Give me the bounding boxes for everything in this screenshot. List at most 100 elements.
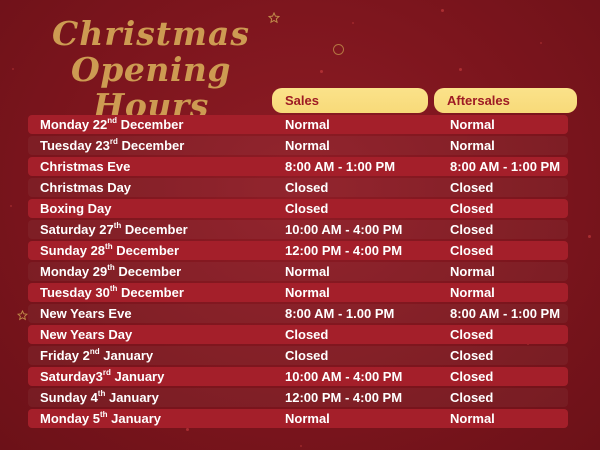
row-sales-hours: Closed bbox=[285, 180, 329, 195]
row-date-text: Monday 5 bbox=[40, 411, 100, 426]
row-sales-hours: Normal bbox=[285, 285, 330, 300]
row-sales-hours: 8:00 AM - 1:00 PM bbox=[285, 159, 396, 174]
row-date-month: January bbox=[110, 369, 165, 384]
row-aftersales-hours: Normal bbox=[450, 138, 495, 153]
row-date: Saturday3rd January bbox=[40, 367, 285, 386]
row-date-text: Monday 29 bbox=[40, 264, 108, 279]
row-date: Boxing Day bbox=[40, 199, 285, 218]
row-aftersales-hours: Closed bbox=[450, 222, 494, 237]
sparkle-dot bbox=[588, 235, 591, 238]
row-aftersales-hours: Normal bbox=[450, 411, 495, 426]
row-date: Monday 5th January bbox=[40, 409, 285, 428]
sparkle-dot bbox=[10, 205, 12, 207]
row-date-text: New Years Eve bbox=[40, 306, 132, 321]
row-date-ordinal: th bbox=[105, 241, 113, 251]
row-sales-hours: Closed bbox=[285, 201, 329, 216]
row-sales-hours: 10:00 AM - 4:00 PM bbox=[285, 222, 403, 237]
row-date: Sunday 28th December bbox=[40, 241, 285, 260]
row-date-month: December bbox=[116, 117, 184, 132]
row-aftersales-hours: 8:00 AM - 1:00 PM bbox=[450, 159, 561, 174]
row-aftersales-hours: Closed bbox=[450, 180, 494, 195]
row-aftersales-hours: Closed bbox=[450, 243, 494, 258]
table-row: Christmas Day Closed Closed bbox=[28, 178, 568, 197]
row-date-month: December bbox=[114, 264, 182, 279]
row-date: Friday 2nd January bbox=[40, 346, 285, 365]
row-date-month: January bbox=[105, 390, 159, 405]
row-date-month: December bbox=[117, 138, 185, 153]
row-date-month: January bbox=[107, 411, 162, 426]
row-aftersales-hours: Normal bbox=[450, 285, 495, 300]
page-title: Christmas Opening Hours bbox=[26, 16, 276, 124]
table-row: Sunday 28th December 12:00 PM - 4:00 PM … bbox=[28, 241, 568, 260]
row-sales-hours: 12:00 PM - 4:00 PM bbox=[285, 390, 403, 405]
row-date: Christmas Day bbox=[40, 178, 285, 197]
row-sales-hours: Closed bbox=[285, 327, 329, 342]
table-row: New Years Day Closed Closed bbox=[28, 325, 568, 344]
row-sales-hours: Normal bbox=[285, 117, 330, 132]
sparkle-dot bbox=[540, 42, 542, 44]
column-header-sales-label: Sales bbox=[285, 93, 319, 108]
row-date: Christmas Eve bbox=[40, 157, 285, 176]
row-sales-hours: 12:00 PM - 4:00 PM bbox=[285, 243, 403, 258]
page-title-line1: Christmas bbox=[52, 14, 250, 53]
row-date: Tuesday 30th December bbox=[40, 283, 285, 302]
row-sales-hours: Normal bbox=[285, 138, 330, 153]
row-date-text: Christmas Day bbox=[40, 180, 132, 195]
row-date-month: December bbox=[121, 222, 188, 237]
column-header-aftersales-label: Aftersales bbox=[447, 93, 510, 108]
row-sales-hours: 8:00 AM - 1.00 PM bbox=[285, 306, 395, 321]
row-date: New Years Day bbox=[40, 325, 285, 344]
row-aftersales-hours: Closed bbox=[450, 390, 494, 405]
row-sales-hours: Normal bbox=[285, 411, 330, 426]
row-date: Tuesday 23rd December bbox=[40, 136, 285, 155]
row-aftersales-hours: Closed bbox=[450, 327, 494, 342]
table-row: Friday 2nd January Closed Closed bbox=[28, 346, 568, 365]
table-row: Saturday3rd January 10:00 AM - 4:00 PM C… bbox=[28, 367, 568, 386]
sparkle-dot bbox=[441, 9, 444, 12]
row-date-text: New Years Day bbox=[40, 327, 133, 342]
row-date-ordinal: th bbox=[97, 388, 106, 398]
row-aftersales-hours: Normal bbox=[450, 264, 495, 279]
row-sales-hours: Closed bbox=[285, 348, 329, 363]
row-date-text: Saturday 27 bbox=[40, 222, 114, 237]
column-header-sales: Sales bbox=[272, 88, 428, 113]
star-icon bbox=[17, 310, 28, 321]
opening-hours-rows: Monday 22nd December Normal Normal Tuesd… bbox=[28, 115, 568, 430]
row-date-text: Boxing Day bbox=[40, 201, 112, 216]
row-date-text: Tuesday 30 bbox=[40, 285, 110, 300]
row-date-ordinal: th bbox=[109, 283, 118, 293]
row-date-text: Friday 2 bbox=[40, 348, 90, 363]
row-date: Sunday 4th January bbox=[40, 388, 285, 407]
row-date-ordinal: th bbox=[113, 220, 122, 230]
row-date-text: Monday 22 bbox=[40, 117, 108, 132]
row-date-ordinal: nd bbox=[107, 115, 117, 125]
row-date-month: December bbox=[117, 285, 184, 300]
column-header-aftersales: Aftersales bbox=[434, 88, 577, 113]
row-date-ordinal: nd bbox=[89, 346, 100, 356]
row-date: New Years Eve bbox=[40, 304, 285, 323]
row-aftersales-hours: 8:00 AM - 1:00 PM bbox=[450, 306, 561, 321]
sparkle-dot bbox=[352, 22, 354, 24]
row-date-text: Christmas Eve bbox=[40, 159, 131, 174]
row-date: Monday 22nd December bbox=[40, 115, 285, 134]
table-row: Sunday 4th January 12:00 PM - 4:00 PM Cl… bbox=[28, 388, 568, 407]
row-aftersales-hours: Closed bbox=[450, 201, 494, 216]
table-row: Monday 29th December Normal Normal bbox=[28, 262, 568, 281]
table-row: Boxing Day Closed Closed bbox=[28, 199, 568, 218]
table-row: Christmas Eve 8:00 AM - 1:00 PM 8:00 AM … bbox=[28, 157, 568, 176]
row-aftersales-hours: Closed bbox=[450, 348, 494, 363]
circle-icon bbox=[333, 44, 344, 55]
sparkle-dot bbox=[459, 68, 462, 71]
row-date-text: Tuesday 23 bbox=[40, 138, 110, 153]
page-title-line2: Opening Hours bbox=[71, 50, 231, 125]
row-date-month: January bbox=[99, 348, 154, 363]
sparkle-dot bbox=[320, 70, 323, 73]
row-aftersales-hours: Normal bbox=[450, 117, 495, 132]
row-date-text: Saturday3 bbox=[40, 369, 103, 384]
row-date-text: Sunday 4 bbox=[40, 390, 98, 405]
row-sales-hours: 10:00 AM - 4:00 PM bbox=[285, 369, 403, 384]
sparkle-dot bbox=[300, 445, 302, 447]
row-date-text: Sunday 28 bbox=[40, 243, 106, 258]
table-row: New Years Eve 8:00 AM - 1.00 PM 8:00 AM … bbox=[28, 304, 568, 323]
